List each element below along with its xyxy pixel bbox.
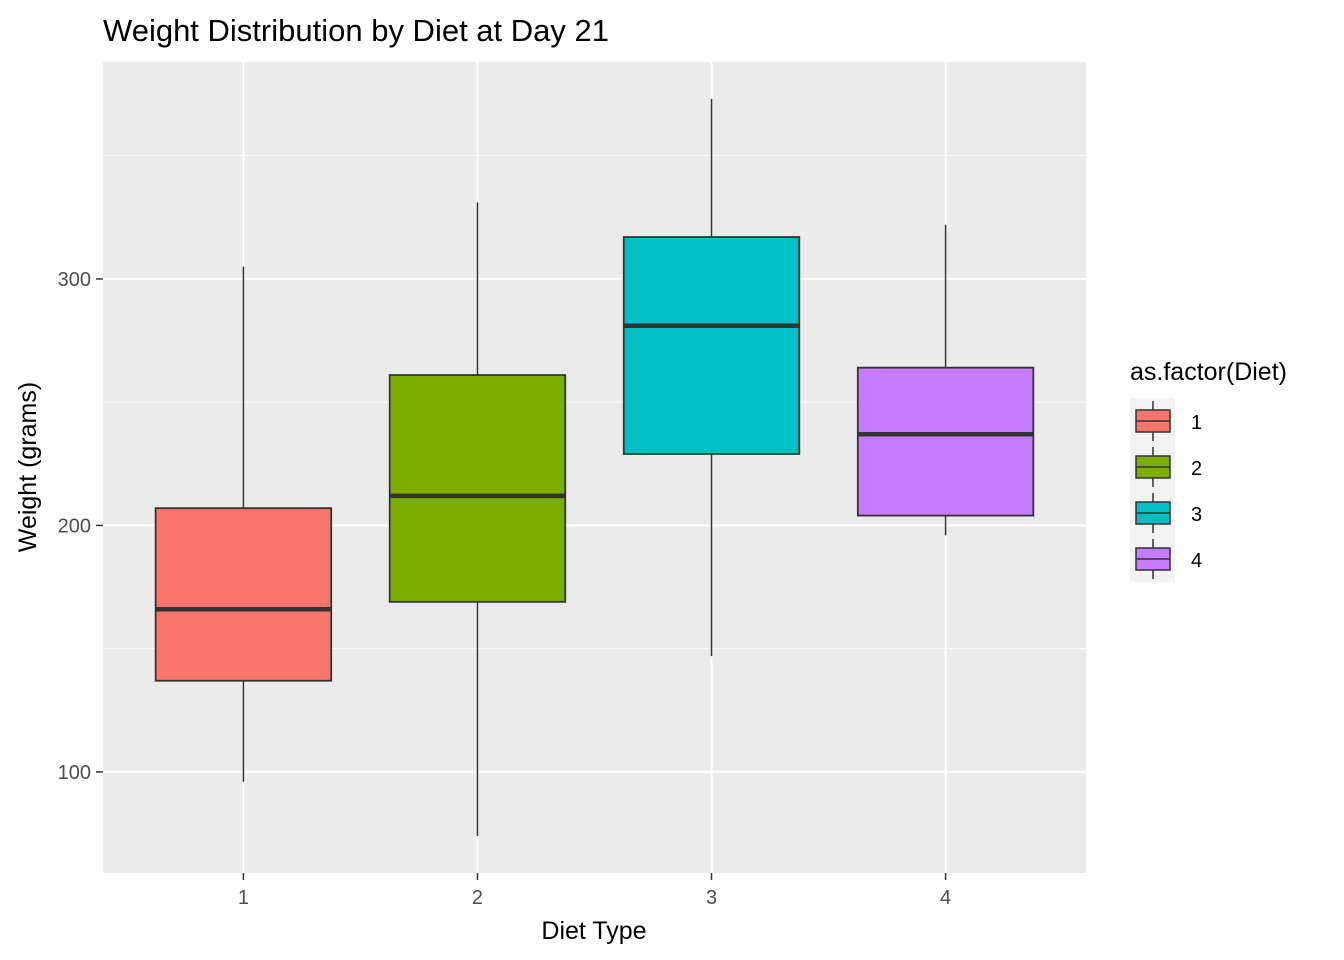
y-tick-label: 200 [58,515,91,537]
box-diet-4 [856,224,1035,536]
box-diet-2 [388,202,567,837]
y-tick-label: 100 [58,762,91,784]
boxes [154,98,1035,837]
legend: as.factor(Diet) 1 2 3 4 [1130,358,1287,582]
x-tick-label: 2 [472,887,483,909]
y-axis-title: Weight (grams) [14,382,42,552]
box-diet-1 [154,266,333,782]
y-tick-label: 300 [58,269,91,291]
legend-label: 2 [1191,458,1202,480]
legend-label: 3 [1191,504,1202,526]
legend-label: 1 [1191,412,1202,434]
legend-label: 4 [1191,550,1202,572]
legend-key-3: 3 [1135,493,1202,533]
x-axis-title: Diet Type [541,917,646,945]
box-diet-3 [622,98,801,657]
y-axis: 100 200 300 [58,269,103,784]
x-axis: 1 2 3 4 [238,873,951,909]
box-iqr [856,366,1035,517]
legend-title: as.factor(Diet) [1130,358,1287,386]
x-tick-label: 4 [940,887,951,909]
x-tick-label: 1 [238,887,249,909]
chart-title: Weight Distribution by Diet at Day 21 [103,13,609,48]
legend-key-1: 1 [1135,401,1202,441]
box-iqr [154,507,333,682]
x-tick-label: 3 [706,887,717,909]
legend-key-4: 4 [1135,539,1202,579]
legend-key-2: 2 [1135,447,1202,487]
box-iqr [388,374,567,603]
box-iqr [622,236,801,455]
